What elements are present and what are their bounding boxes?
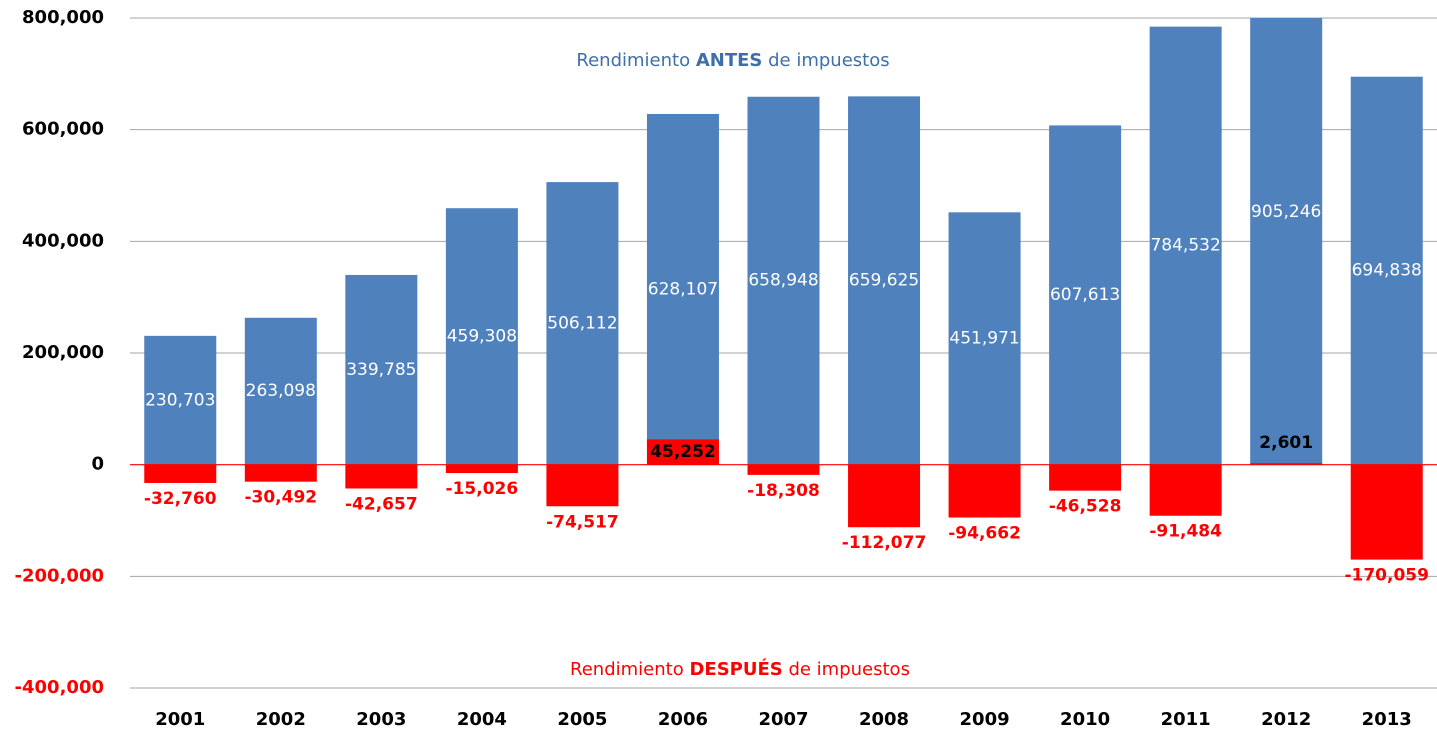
bar — [345, 464, 418, 489]
data-label: 607,613 — [1050, 285, 1120, 305]
data-label: 694,838 — [1352, 261, 1422, 281]
y-tick-label: 0 — [91, 454, 104, 475]
data-label: 451,971 — [949, 328, 1019, 348]
bar — [1149, 26, 1222, 465]
bar — [244, 464, 317, 482]
data-label: 45,252 — [650, 442, 716, 462]
x-tick-label: 2006 — [658, 709, 708, 730]
data-label: 658,948 — [748, 271, 818, 291]
y-tick-label: 400,000 — [22, 230, 104, 251]
bar — [144, 335, 217, 465]
y-tick-label: 800,000 — [22, 7, 104, 28]
y-tick-label: 200,000 — [22, 342, 104, 363]
bar — [1350, 76, 1423, 465]
data-label: 905,246 — [1251, 202, 1321, 222]
data-label: -46,528 — [1049, 497, 1122, 517]
data-label: -15,026 — [446, 479, 519, 499]
data-label: -112,077 — [842, 533, 927, 553]
x-tick-label: 2008 — [859, 709, 909, 730]
data-label: -91,484 — [1149, 522, 1222, 542]
bar — [747, 96, 820, 465]
bar — [546, 182, 619, 465]
x-tick-label: 2001 — [155, 709, 205, 730]
x-tick-label: 2011 — [1161, 709, 1211, 730]
bar — [1350, 464, 1423, 560]
data-label: 2,601 — [1259, 433, 1313, 453]
x-tick-label: 2005 — [557, 709, 607, 730]
bar — [646, 113, 719, 465]
series-label: Rendimiento ANTES de impuestos — [576, 50, 889, 71]
bar — [345, 274, 418, 465]
bar — [144, 464, 217, 483]
data-label: 659,625 — [849, 271, 919, 291]
y-tick-label: -400,000 — [15, 677, 104, 698]
bar — [1049, 125, 1122, 465]
bar — [747, 464, 820, 475]
bar — [244, 317, 317, 465]
bar — [546, 464, 619, 507]
x-tick-label: 2010 — [1060, 709, 1110, 730]
x-tick-label: 2013 — [1362, 709, 1412, 730]
bar — [948, 212, 1021, 465]
x-tick-label: 2012 — [1261, 709, 1311, 730]
bar — [1250, 463, 1323, 465]
data-label: -32,760 — [144, 489, 217, 509]
data-label: -18,308 — [747, 481, 820, 501]
y-tick-label: -200,000 — [15, 565, 104, 586]
data-label: 339,785 — [346, 360, 416, 380]
plot-area — [144, 18, 1423, 560]
bar — [445, 208, 518, 465]
bar — [1149, 464, 1222, 516]
data-label: -170,059 — [1344, 566, 1429, 586]
data-label: -94,662 — [948, 524, 1021, 544]
x-tick-label: 2004 — [457, 709, 507, 730]
x-tick-label: 2009 — [960, 709, 1010, 730]
bar — [445, 464, 518, 474]
data-label: -42,657 — [345, 494, 418, 514]
bar — [948, 464, 1021, 518]
data-label: 784,532 — [1150, 236, 1220, 256]
data-label: 263,098 — [246, 381, 316, 401]
data-label: -74,517 — [546, 512, 619, 532]
data-label: -30,492 — [244, 488, 317, 508]
data-label: 459,308 — [447, 326, 517, 346]
x-tick-label: 2007 — [758, 709, 808, 730]
bar — [848, 96, 921, 465]
data-label: 628,107 — [648, 279, 718, 299]
data-label: 230,703 — [145, 390, 215, 410]
y-tick-label: 600,000 — [22, 119, 104, 140]
x-tick-label: 2002 — [256, 709, 306, 730]
data-label: 506,112 — [547, 313, 617, 333]
bar — [848, 464, 921, 528]
series-label: Rendimiento DESPUÉS de impuestos — [570, 658, 910, 680]
bar — [1250, 18, 1323, 465]
bar — [646, 439, 719, 465]
x-tick-label: 2003 — [356, 709, 406, 730]
bar — [1049, 464, 1122, 491]
